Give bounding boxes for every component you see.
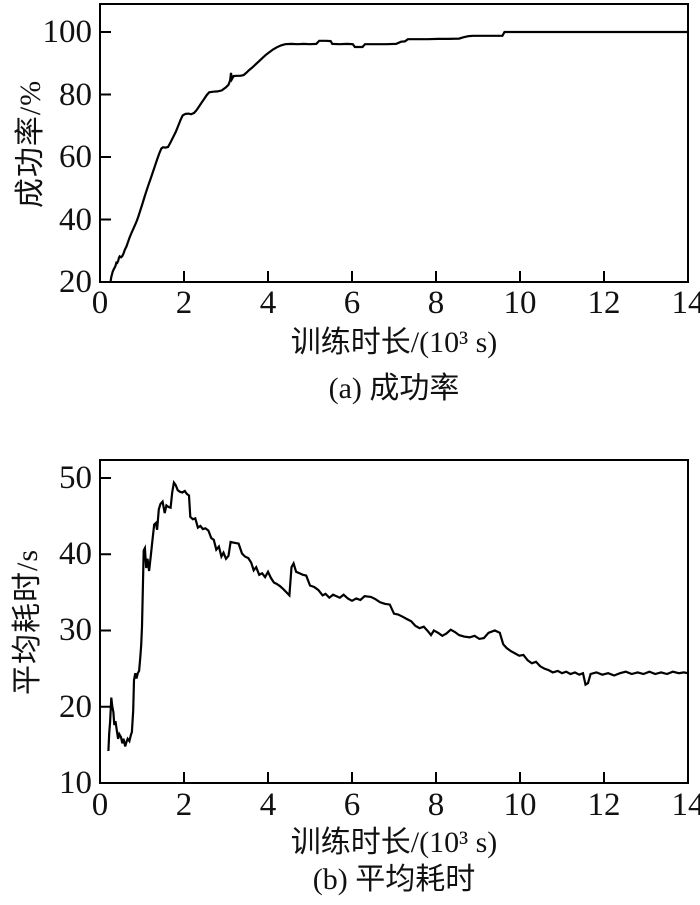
x-tick-label: 10: [503, 787, 537, 823]
x-axis-label-training-duration-b: 训练时长/(10³ s): [290, 826, 498, 859]
y-tick-label: 20: [59, 264, 92, 300]
y-tick-label: 100: [42, 14, 93, 50]
x-tick-label: 10: [503, 285, 537, 321]
data-line-success-rate: [109, 30, 688, 283]
chart-success-rate: 成功率/% 训练时长/(10³ s) (a) 成功率 0 2 4 6 8 10 12 14 20…: [0, 0, 700, 440]
x-tick-label: 4: [259, 787, 277, 823]
x-tick-label: 12: [587, 285, 621, 321]
chart-average-time: 平均耗时/s 训练时长/(10³ s) (b) 平均耗时 0 2 4 6 8 10 12 14…: [0, 440, 700, 905]
caption-b: (b) 平均耗时: [312, 863, 476, 896]
x-tick-label: 0: [91, 787, 109, 823]
y-tick-label: 80: [59, 76, 92, 113]
y-tick-label: 40: [59, 536, 92, 573]
x-tick-label: 4: [259, 285, 277, 321]
x-tick-label: 0: [91, 285, 109, 321]
average-time-plot: [99, 459, 689, 784]
y-tick-label: 60: [59, 139, 92, 175]
y-tick-label: 20: [59, 688, 92, 725]
plot-frame: [99, 459, 689, 784]
x-tick-label: 8: [427, 285, 445, 321]
caption-a: (a) 成功率: [328, 372, 460, 405]
x-tick-label: 2: [175, 787, 193, 823]
x-axis-label-training-duration-a: 训练时长/(10³ s): [290, 326, 498, 359]
x-tick-label: 8: [427, 787, 445, 823]
x-tick-label: 14: [671, 285, 700, 321]
y-tick-label: 40: [59, 201, 92, 238]
x-tick-label: 6: [343, 787, 361, 823]
y-tick-label: 10: [59, 765, 92, 801]
success-rate-plot: [99, 3, 689, 283]
x-tick-label: 2: [175, 285, 193, 321]
x-tick-label: 6: [343, 285, 361, 321]
x-tick-label: 14: [671, 787, 700, 823]
plot-frame: [99, 3, 689, 283]
x-tick-label: 12: [587, 787, 621, 823]
y-tick-label: 50: [59, 459, 92, 496]
y-tick-label: 30: [59, 612, 92, 649]
data-line-average-time: [107, 479, 689, 752]
